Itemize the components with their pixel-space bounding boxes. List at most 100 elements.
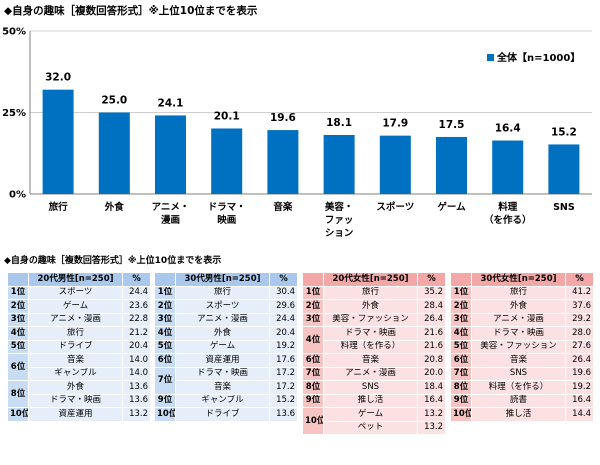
table-row: 6位 資産運用 17.6	[154, 353, 298, 368]
bar-value-label: 20.1	[214, 110, 240, 122]
pct-cell: 23.6	[122, 299, 151, 314]
pct-cell: 24.4	[122, 285, 151, 300]
ranking-table: 30代女性[n=250]% 1位 旅行 41.2 2位 外食 37.6 3位 アニメ・漫画 29.…	[450, 272, 594, 422]
x-tick-label: 料理（を作る）	[484, 201, 532, 226]
bar-value-label: 17.5	[439, 119, 465, 131]
item-cell: アニメ・漫画	[28, 312, 123, 327]
item-cell: ドラマ・映画	[28, 393, 123, 408]
item-cell: 音楽	[323, 353, 418, 368]
pct-cell: 14.4	[565, 407, 594, 422]
y-tick-label: 25%	[2, 108, 26, 119]
chart-title: ◆自身の趣味［複数回答形式］※上位10位までを表示	[4, 5, 258, 17]
rank-cell: 10位	[154, 407, 176, 422]
table-row: 3位 美容・ファッション 26.4	[302, 312, 446, 327]
item-cell: 外食	[175, 326, 270, 341]
table-row: 7位 アニメ・漫画 20.0	[302, 366, 446, 381]
ranking-table: 30代男性[n=250]% 1位 旅行 30.4 2位 スポーツ 29.6 3位 アニメ・漫画 2…	[154, 272, 298, 422]
pct-cell: 16.4	[417, 393, 446, 408]
rank-cell: 3位	[450, 312, 472, 327]
pct-cell: 14.0	[122, 366, 151, 381]
rank-cell: 9位	[302, 393, 324, 408]
pct-cell: 13.6	[269, 407, 298, 422]
rank-cell: 5位	[450, 339, 472, 354]
item-cell: 外食	[471, 299, 566, 314]
item-cell: ペット	[323, 420, 418, 435]
table-row: 4位 外食 20.4	[154, 326, 298, 341]
pct-cell: 17.2	[269, 366, 298, 381]
item-cell: 旅行	[28, 326, 123, 341]
pct-cell: 22.8	[122, 312, 151, 327]
x-tick-label: ドラマ・映画	[208, 202, 246, 226]
item-cell: 旅行	[175, 285, 270, 300]
bar	[267, 130, 299, 194]
item-cell: 美容・ファッション	[323, 312, 418, 327]
rank-cell: 3位	[154, 312, 176, 327]
table-row: 10位 ゲーム 13.2	[302, 407, 446, 435]
rank-cell: 1位	[7, 285, 29, 300]
pct-cell: 20.4	[122, 339, 151, 354]
item-cell: ゲーム	[175, 339, 270, 354]
bar	[548, 144, 580, 194]
x-tick-label: SNS	[553, 202, 575, 213]
rank-cell: 7位	[450, 366, 472, 381]
rank-cell: 4位	[450, 326, 472, 341]
table-row: 3位 アニメ・漫画 29.2	[450, 312, 594, 327]
item-cell: 旅行	[323, 285, 418, 300]
rank-cell: 9位	[154, 393, 176, 408]
ranking-table: 20代女性[n=250]% 1位 旅行 35.2 2位 外食 28.4 3位 美容・ファッション…	[302, 272, 446, 435]
pct-cell: 26.4	[417, 312, 446, 327]
x-tick-label: ゲーム	[437, 201, 466, 213]
rank-cell: 10位	[7, 407, 29, 422]
pct-cell: 30.4	[269, 285, 298, 300]
pct-cell: 14.0	[122, 353, 151, 368]
item-cell: ギャンブル	[175, 393, 270, 408]
bar	[155, 115, 186, 194]
ranking-table: 20代男性[n=250]% 1位 スポーツ 24.4 2位 ゲーム 23.6 3位 アニメ・漫画…	[7, 272, 151, 422]
table-row: 料理（を作る） 21.6	[303, 339, 446, 354]
rank-cell: 3位	[7, 312, 29, 327]
table-row: 7位 SNS 19.6	[450, 366, 594, 381]
rank-cell: 6位	[302, 353, 324, 368]
rank-cell: 4位	[7, 326, 29, 341]
table-row: 6位 音楽 20.8	[302, 353, 446, 368]
table-row: 9位 ギャンブル 15.2	[154, 393, 298, 408]
rank-cell: 2位	[154, 299, 176, 314]
table-row: 8位 外食 13.6	[7, 380, 151, 408]
item-cell: 資産運用	[175, 353, 270, 368]
pct-cell: 29.6	[269, 299, 298, 314]
item-cell: ギャンブル	[28, 366, 123, 381]
table-pct-header: %	[269, 272, 298, 287]
pct-cell: 13.6	[122, 393, 151, 408]
x-tick-label: 美容・ファッション	[324, 201, 354, 239]
item-cell: SNS	[323, 380, 418, 395]
pct-cell: 19.6	[565, 366, 594, 381]
table-header: 20代男性[n=250]	[28, 272, 123, 287]
table-row: 10位 資産運用 13.2	[7, 407, 151, 422]
x-tick-label: 音楽	[273, 201, 293, 213]
item-cell: ドラマ・映画	[471, 326, 566, 341]
item-cell: ゲーム	[28, 299, 123, 314]
table-row: 8位 料理（を作る） 19.2	[450, 380, 594, 395]
item-cell: ドラマ・映画	[323, 326, 418, 341]
pct-cell: 29.2	[565, 312, 594, 327]
table-row: 9位 推し活 16.4	[302, 393, 446, 408]
table-row: 2位 外食 28.4	[302, 299, 446, 314]
rank-cell: 3位	[302, 312, 324, 327]
bar-value-label: 25.0	[101, 95, 127, 107]
table-pct-header: %	[417, 272, 446, 287]
table-row: ギャンブル 14.0	[8, 366, 151, 381]
bar-chart: 0% 25% 50% 32.0 旅行 25.0 外食 24.1 アニメ・漫画 20.1 ドラマ・映画…	[2, 27, 592, 239]
pct-cell: 21.2	[122, 326, 151, 341]
pct-cell: 41.2	[565, 285, 594, 300]
rank-cell: 6位	[7, 353, 29, 381]
bar-value-label: 18.1	[326, 117, 352, 129]
table-row: 4位 ドラマ・映画 28.0	[450, 326, 594, 341]
bar	[211, 128, 243, 194]
pct-cell: 28.4	[417, 299, 446, 314]
rank-cell: 4位	[302, 326, 324, 354]
table-row: 10位 ドライブ 13.6	[154, 407, 298, 422]
item-cell: スポーツ	[28, 285, 123, 300]
bar-value-label: 17.9	[382, 118, 408, 130]
y-tick-label: 50%	[2, 27, 26, 38]
legend-label: 全体【n=1000】	[496, 51, 580, 64]
